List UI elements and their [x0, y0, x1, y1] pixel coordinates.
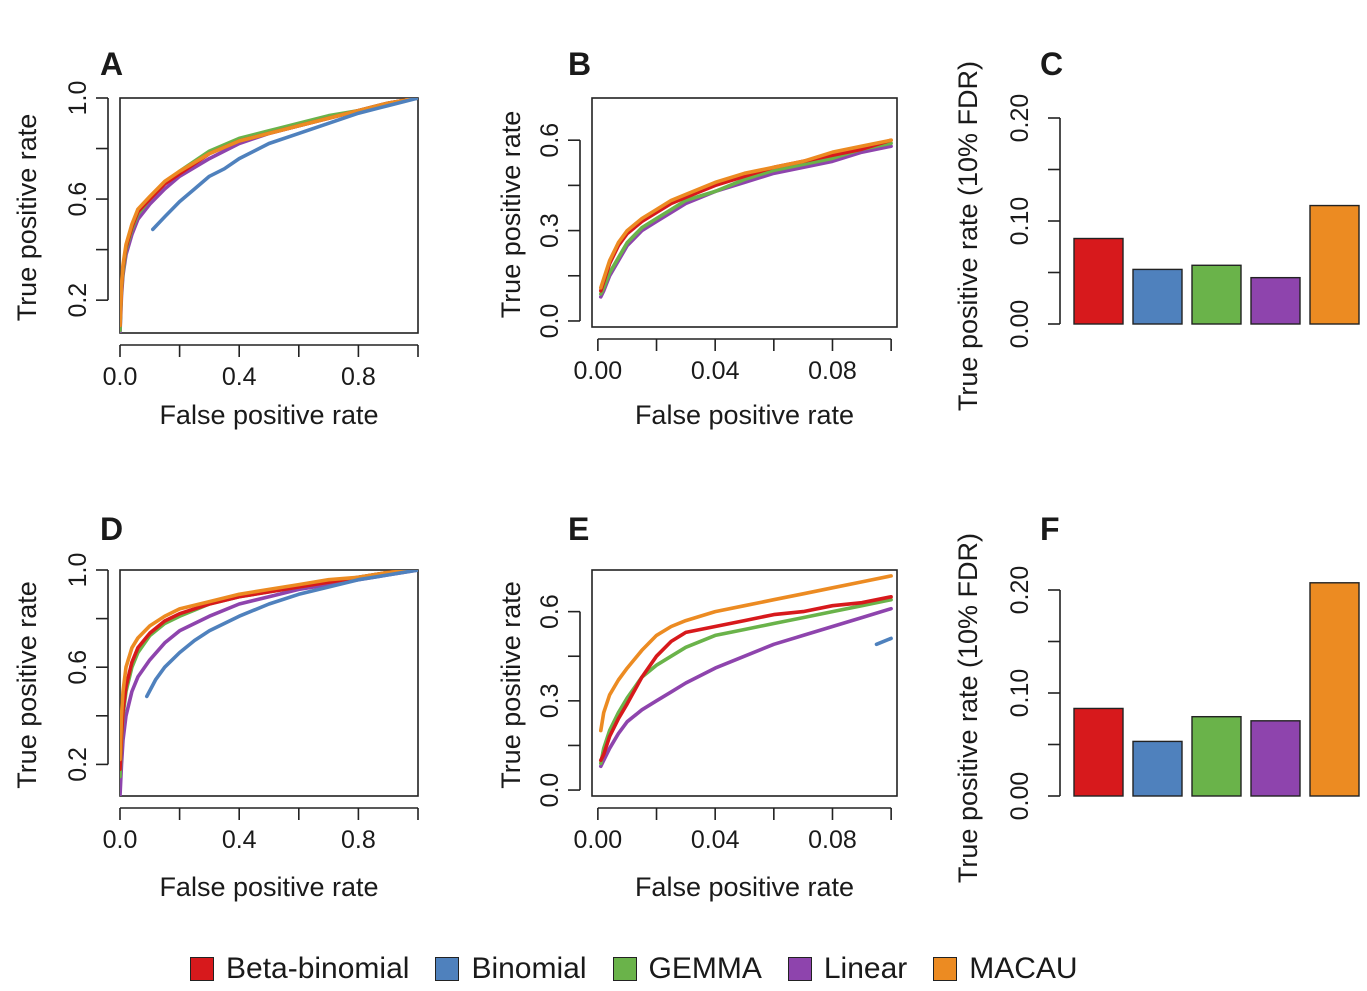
bar-gemma [1191, 715, 1242, 797]
x-tick-label: 0.00 [574, 826, 623, 854]
x-tick-label: 0.8 [341, 826, 376, 854]
series-line-gemma [120, 570, 418, 779]
y-tick-label: 0.2 [64, 283, 92, 318]
panel-a: A 0.0 0.4 0.8 0.2 0.6 1.0 False positive rate Tr… [12, 46, 419, 430]
legend: Beta-binomial Binomial GEMMA Linear MACAU [190, 952, 1078, 986]
series-line-binomial [145, 570, 418, 699]
y-tick-label: 0.3 [536, 213, 564, 248]
legend-swatch [435, 957, 460, 981]
y-tick-label: 0.6 [536, 123, 564, 158]
bar-binomial [1132, 268, 1183, 325]
bar-beta-binomial [1073, 707, 1124, 797]
panel-letter: B [568, 46, 591, 82]
legend-item-beta-binomial: Beta-binomial [190, 952, 409, 986]
legend-item-linear: Linear [787, 952, 908, 986]
y-axis-title: True positive rate (10% FDR) [953, 533, 983, 883]
series-line-gemma [598, 141, 893, 296]
panel-letter: F [1040, 511, 1060, 547]
series-line-binomial [151, 98, 418, 232]
y-tick-label: 0.2 [64, 747, 92, 782]
bar-beta-binomial [1073, 237, 1124, 325]
x-axis-title: False positive rate [159, 872, 378, 902]
plot-frame [591, 97, 898, 328]
panel-f: F 0.00 0.10 0.20 True positive rate (10% FDR… [953, 511, 1360, 883]
series-line-linear [598, 606, 893, 769]
legend-item-gemma: GEMMA [612, 952, 762, 986]
legend-label: Linear [823, 952, 908, 985]
legend-swatch [190, 957, 214, 981]
bar-gemma [1191, 264, 1242, 325]
series-line-beta-binomial [598, 594, 893, 763]
panel-b: B 0.00 0.04 0.08 0.0 0.3 0.6 False positive rat… [496, 46, 898, 430]
panel-e: E 0.00 0.04 0.08 0.0 0.3 0.6 False positive rat… [496, 511, 898, 902]
y-tick-label: 0.00 [1006, 300, 1034, 349]
bar-linear [1250, 720, 1301, 797]
bar-macau [1309, 204, 1360, 325]
series-line-macau [120, 98, 418, 328]
x-tick-label: 0.04 [691, 357, 740, 385]
plot-frame [119, 569, 419, 797]
series-line-macau [120, 570, 418, 762]
x-tick-label: 0.0 [103, 826, 138, 854]
x-axis-title: False positive rate [635, 872, 854, 902]
y-tick-label: 0.6 [64, 182, 92, 217]
legend-item-binomial: Binomial [435, 952, 587, 986]
series-line-macau [598, 138, 893, 290]
panel-letter: C [1040, 46, 1063, 82]
x-tick-label: 0.0 [103, 363, 138, 391]
y-tick-label: 0.0 [536, 304, 564, 339]
series-line-macau [598, 574, 893, 733]
y-axis-title: True positive rate [496, 111, 526, 319]
panel-d: D 0.0 0.4 0.8 0.2 0.6 1.0 False positive rate Tr… [12, 511, 419, 902]
x-tick-label: 0.4 [222, 363, 257, 391]
series-line-gemma [598, 597, 893, 766]
x-axis-title: False positive rate [635, 400, 854, 430]
bar-macau [1309, 582, 1360, 797]
x-tick-label: 0.8 [341, 363, 376, 391]
y-axis-title: True positive rate [496, 581, 526, 789]
y-axis-title: True positive rate (10% FDR) [953, 61, 983, 411]
y-tick-label: 0.10 [1006, 669, 1034, 718]
y-tick-label: 0.6 [64, 650, 92, 685]
legend-label: Beta-binomial [226, 952, 410, 985]
plot-frame [119, 97, 419, 334]
x-axis-title: False positive rate [159, 400, 378, 430]
y-tick-label: 0.0 [536, 773, 564, 808]
bar-binomial [1132, 740, 1183, 797]
y-axis-title: True positive rate [12, 581, 42, 789]
x-tick-label: 0.04 [691, 826, 740, 854]
x-tick-label: 0.08 [808, 826, 857, 854]
x-tick-label: 0.00 [574, 357, 623, 385]
y-axis-title: True positive rate [12, 114, 42, 322]
y-tick-label: 0.3 [536, 683, 564, 718]
y-tick-label: 0.10 [1006, 197, 1034, 246]
x-tick-label: 0.4 [222, 826, 257, 854]
y-tick-label: 0.20 [1006, 566, 1034, 615]
plot-frame [591, 569, 898, 797]
panel-letter: D [100, 511, 123, 547]
legend-swatch [933, 957, 958, 981]
legend-label: MACAU [969, 952, 1078, 985]
legend-label: GEMMA [648, 952, 762, 985]
series-line-binomial [874, 636, 893, 647]
x-tick-label: 0.08 [808, 357, 857, 385]
legend-label: Binomial [471, 952, 587, 985]
y-tick-label: 0.00 [1006, 772, 1034, 821]
legend-swatch [787, 957, 812, 981]
y-tick-label: 1.0 [64, 81, 92, 116]
bar-linear [1250, 276, 1301, 325]
panel-letter: A [100, 46, 123, 82]
panel-letter: E [568, 511, 589, 547]
y-tick-label: 1.0 [64, 553, 92, 588]
panel-c: C 0.00 0.10 0.20 True positive rate (10% FDR… [953, 46, 1360, 411]
legend-item-macau: MACAU [933, 952, 1078, 986]
legend-swatch [612, 957, 637, 981]
y-tick-label: 0.6 [536, 594, 564, 629]
y-tick-label: 0.20 [1006, 94, 1034, 143]
